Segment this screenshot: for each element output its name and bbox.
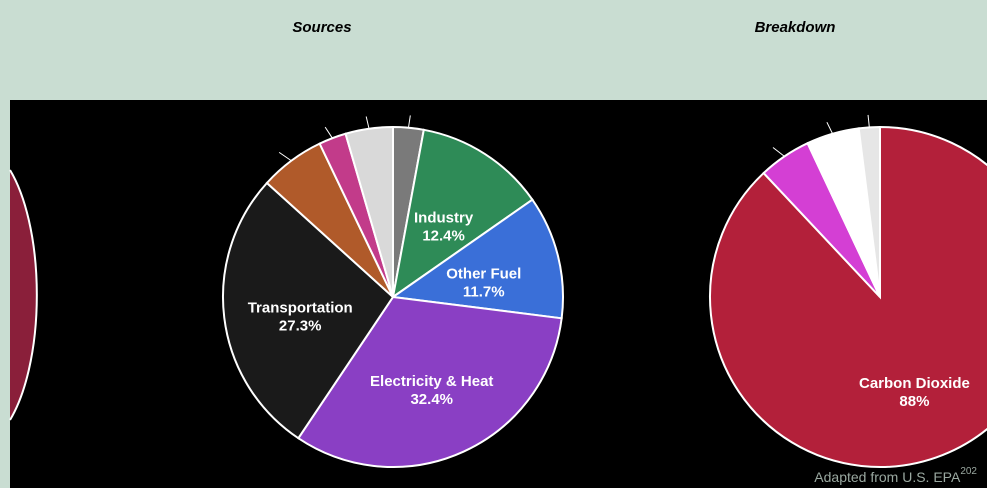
- pie-slice: [390, 198, 564, 320]
- chart-title: Sources: [292, 19, 351, 36]
- leader-line: [826, 121, 834, 134]
- slice-category: Halocarbons: [758, 98, 842, 115]
- slice-category: Industry: [414, 209, 474, 226]
- source-ref: 202: [960, 466, 977, 477]
- pie-slice: [709, 125, 987, 468]
- slice-category: Industrial Waste: [180, 110, 287, 127]
- chart-title: Breakdown: [755, 19, 836, 36]
- source-text: Adapted from U.S. EPA: [814, 469, 961, 485]
- slice-label: Industrial Waste 2.6%: [180, 110, 325, 127]
- slice-category: Industrial Processess: [185, 99, 328, 116]
- slice-category: Carbon Dioxide: [859, 375, 970, 392]
- slice-label: Transportation 27.3%: [248, 299, 353, 334]
- slice-label: Miscellaneous: [410, 98, 505, 115]
- slice-category: Electricity & Heat: [370, 373, 493, 390]
- slice-value-label: 5%: [805, 105, 827, 122]
- leader-line: [278, 151, 292, 162]
- leader-line: [365, 116, 370, 129]
- slice-label: Nitrous Oxide 5%: [710, 105, 827, 122]
- slice-value-label: 88%: [899, 393, 929, 410]
- slice-value-label: 11.7%: [463, 284, 505, 301]
- leader-line: [772, 147, 785, 157]
- leader-line: [867, 114, 870, 128]
- slice-category: Nitrous Oxide: [710, 105, 801, 122]
- slice-value-label: 4.5%: [332, 99, 366, 116]
- slice-value-label: 32.4%: [410, 391, 453, 408]
- pie-slice: [296, 295, 563, 468]
- slice-label: Halocarbons 2%: [758, 98, 868, 115]
- slice-category: Other Fuel: [446, 266, 521, 283]
- slice-label: Methane 5%: [689, 130, 773, 147]
- pie-slice: [391, 128, 534, 300]
- pies: Miscellaneous Industry 12.4% Other Fuel 11.7…: [169, 98, 987, 468]
- slice-category: Methane: [689, 130, 747, 147]
- slice-label: Other Fuel 11.7%: [446, 266, 521, 301]
- pie-slice: [344, 125, 394, 298]
- slice-label: Agriculture 6.2%: [169, 135, 279, 152]
- source-note: Adapted from U.S. EPA202: [814, 466, 977, 485]
- slice-value-label: 2%: [846, 98, 868, 115]
- leader-line: [324, 126, 333, 139]
- slice-value-label: 2.6%: [291, 110, 325, 127]
- slice-value-label: 5%: [751, 130, 773, 147]
- leader-line: [407, 115, 411, 128]
- slice-category: Transportation: [248, 299, 353, 316]
- slice-label: Carbon Dioxide 88%: [859, 375, 970, 410]
- slice-value-label: 27.3%: [279, 317, 322, 334]
- slice-label: Industrial Processess 4.5%: [185, 99, 366, 116]
- slice-category: Miscellaneous: [410, 98, 505, 115]
- slice-label: Industry 12.4%: [414, 209, 474, 244]
- slice-value-label: 12.4%: [422, 227, 465, 244]
- slice-category: Agriculture: [169, 135, 241, 152]
- slice-label: Electricity & Heat 32.4%: [370, 373, 493, 408]
- partial-pie: [9, 169, 38, 421]
- slice-value-label: 6.2%: [245, 135, 279, 152]
- pie-slice: [222, 181, 395, 440]
